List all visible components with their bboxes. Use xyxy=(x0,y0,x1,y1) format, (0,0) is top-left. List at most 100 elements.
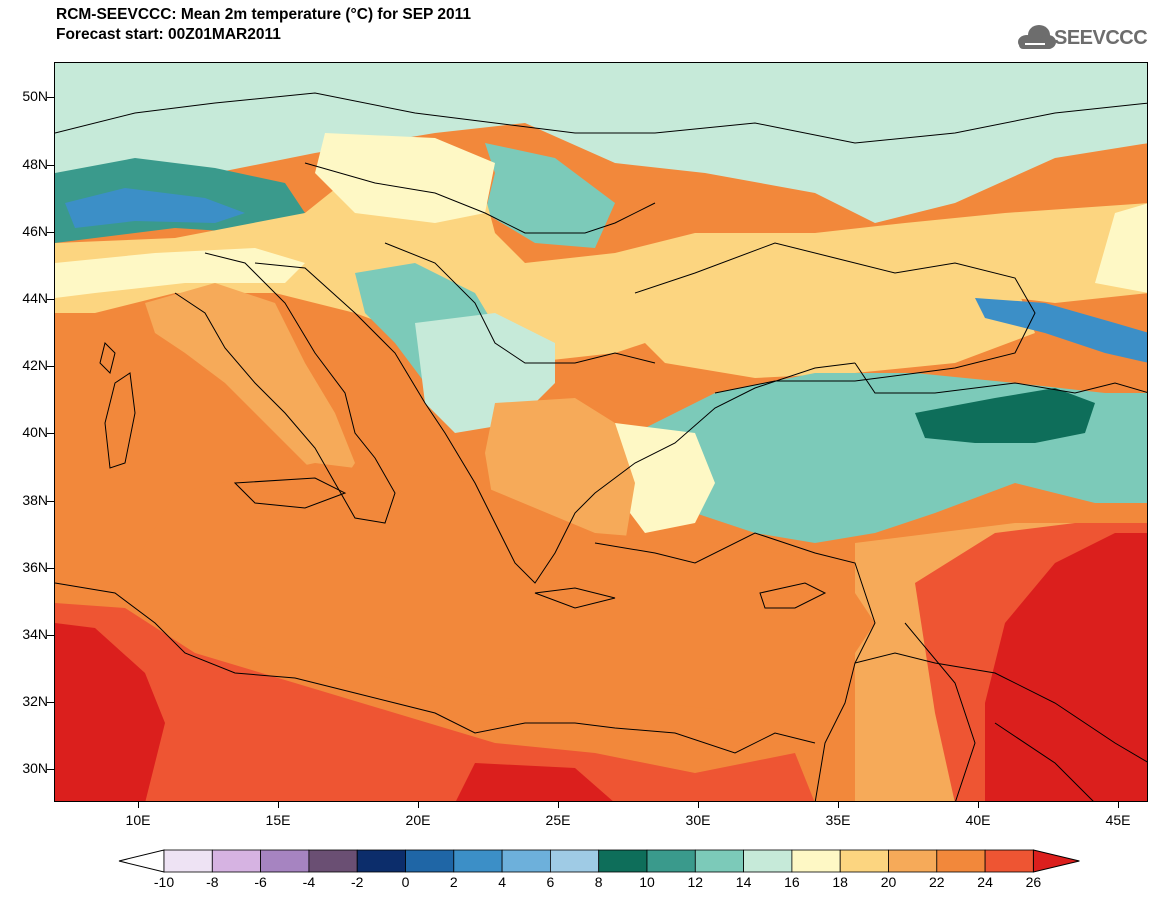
field-16-18-anatolia xyxy=(615,423,715,533)
lat-tick xyxy=(47,501,54,502)
lon-tick xyxy=(1118,802,1119,808)
colorbar-swatch xyxy=(163,849,213,873)
lon-tick xyxy=(838,802,839,808)
colorbar-swatch xyxy=(260,849,310,873)
lat-label-32n: 32N xyxy=(22,693,48,709)
colorbar-swatch xyxy=(308,849,358,873)
colorbar-tick-label: 22 xyxy=(929,874,945,890)
colorbar-swatch xyxy=(356,849,406,873)
colorbar-tick-label: 26 xyxy=(1025,874,1042,890)
lat-tick xyxy=(47,568,54,569)
colorbar-swatch xyxy=(694,849,744,873)
colorbar-tick-label: 24 xyxy=(977,874,993,890)
lat-tick xyxy=(47,97,54,98)
lon-label-15e: 15E xyxy=(265,812,291,828)
map-title: RCM-SEEVCCC: Mean 2m temperature (°C) fo… xyxy=(56,6,472,23)
colorbar-tick-label: 16 xyxy=(784,874,800,890)
field-20-22-black-sea xyxy=(635,263,1035,378)
field-12-14-carpathians xyxy=(485,143,615,248)
lat-tick xyxy=(47,366,54,367)
lat-tick xyxy=(47,232,54,233)
field-above-26-arabia xyxy=(985,533,1147,801)
lon-label-45e: 45E xyxy=(1105,812,1131,828)
logo-text: SEEVCCC xyxy=(1054,27,1148,49)
colorbar-swatch xyxy=(743,849,793,873)
colorbar-tick-label: -6 xyxy=(254,874,267,890)
field-4-8-caucasus xyxy=(975,298,1147,363)
forecast-start-label: Forecast start: 00Z01MAR2011 xyxy=(56,26,281,43)
lon-tick xyxy=(698,802,699,808)
field-14-16-north xyxy=(55,63,1147,233)
lat-label-30n: 30N xyxy=(22,760,48,776)
lat-tick xyxy=(47,165,54,166)
lon-label-40e: 40E xyxy=(965,812,991,828)
lat-label-44n: 44N xyxy=(22,290,48,306)
field-24-26-africa xyxy=(55,603,815,801)
field-18-20-central xyxy=(55,158,1147,363)
field-4-6-alps xyxy=(65,188,245,228)
field-16-18-band xyxy=(55,248,305,298)
lat-label-48n: 48N xyxy=(22,156,48,172)
lat-label-50n: 50N xyxy=(22,88,48,104)
colorbar-tick-label: 10 xyxy=(639,874,655,890)
lat-label-40n: 40N xyxy=(22,424,48,440)
lat-tick xyxy=(47,635,54,636)
field-above-26-africa xyxy=(55,623,165,801)
lat-tick xyxy=(47,299,54,300)
country-borders xyxy=(55,92,1147,801)
colorbar-swatch xyxy=(791,849,841,873)
colorbar-tick-label: 14 xyxy=(735,874,752,890)
temperature-map xyxy=(54,62,1148,802)
colorbar-tick-label: -10 xyxy=(153,874,175,890)
colorbar-tick-label: 20 xyxy=(880,874,897,890)
colorbar-tick-label: 2 xyxy=(449,874,458,890)
lon-tick xyxy=(978,802,979,808)
lon-tick xyxy=(558,802,559,808)
field-22-24-sea xyxy=(135,463,875,713)
lat-label-34n: 34N xyxy=(22,626,48,642)
colorbar-over-triangle xyxy=(1032,849,1080,873)
seevccc-logo xyxy=(1018,25,1056,49)
lat-tick xyxy=(47,769,54,770)
temperature-colorbar xyxy=(118,849,1080,873)
lon-label-10e: 10E xyxy=(125,812,151,828)
colorbar-under-triangle xyxy=(118,849,165,873)
colorbar-swatch xyxy=(888,849,938,873)
field-18-20-east xyxy=(1095,203,1147,293)
colorbar-tick-label: 0 xyxy=(401,874,410,890)
lon-tick xyxy=(138,802,139,808)
colorbar-tick-label: -2 xyxy=(350,874,364,890)
field-20-22-italy xyxy=(145,283,355,493)
lat-label-46n: 46N xyxy=(22,223,48,239)
colorbar-swatch xyxy=(984,849,1034,873)
colorbar-swatch xyxy=(549,849,600,873)
colorbar-swatch xyxy=(453,849,503,873)
colorbar-swatch xyxy=(646,849,696,873)
lat-label-36n: 36N xyxy=(22,559,48,575)
cloud-logo-icon xyxy=(1018,25,1056,49)
colorbar-tick-label: 12 xyxy=(687,874,704,890)
lon-label-35e: 35E xyxy=(825,812,851,828)
lat-tick xyxy=(47,433,54,434)
colorbar-swatch xyxy=(839,849,889,873)
colorbar-tick-label: 4 xyxy=(498,874,506,890)
colorbar-swatch xyxy=(211,849,262,873)
lat-label-42n: 42N xyxy=(22,357,48,373)
colorbar-swatch xyxy=(405,849,455,873)
lon-label-30e: 30E xyxy=(685,812,711,828)
lat-label-38n: 38N xyxy=(22,492,48,508)
colorbar-swatch xyxy=(936,849,986,873)
colorbar-swatch xyxy=(598,849,648,873)
colorbar-tick-label: -8 xyxy=(206,874,219,890)
lon-tick xyxy=(278,802,279,808)
field-16-18-plain xyxy=(315,133,495,223)
colorbar-tick-label: 18 xyxy=(832,874,848,890)
colorbar-tick-label: 8 xyxy=(594,874,603,890)
colorbar-swatch xyxy=(501,849,551,873)
lat-tick xyxy=(47,702,54,703)
field-above-26-libya xyxy=(456,763,613,801)
lon-tick xyxy=(418,802,419,808)
field-10-12-anatolia xyxy=(915,388,1095,443)
lon-label-20e: 20E xyxy=(405,812,431,828)
lon-label-25e: 25E xyxy=(545,812,571,828)
